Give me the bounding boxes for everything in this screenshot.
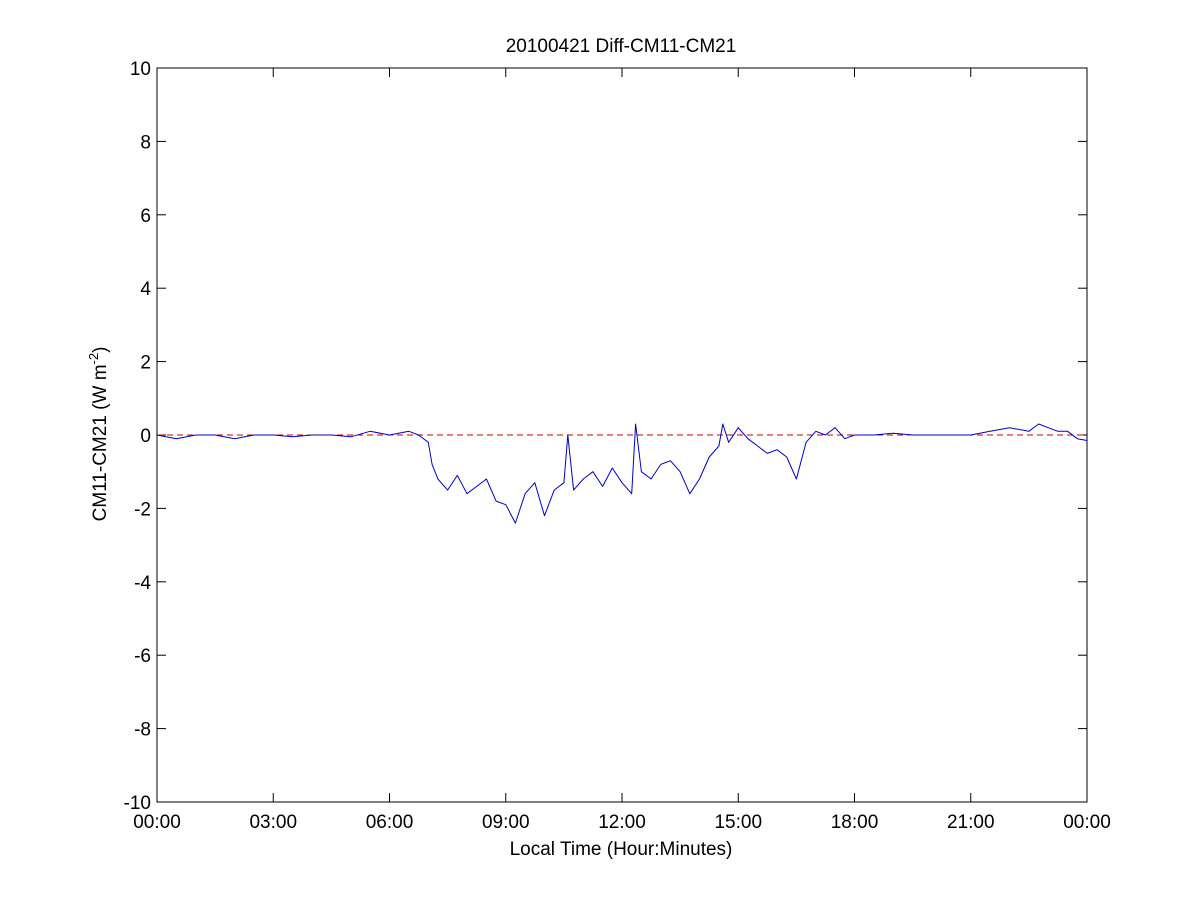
x-tick-label: 15:00 (714, 812, 762, 833)
x-tick-label: 18:00 (831, 812, 879, 833)
x-tick-label: 12:00 (598, 812, 646, 833)
y-tick-label: 4 (140, 279, 151, 300)
y-tick-label: 8 (140, 132, 151, 153)
y-tick-label: -4 (134, 573, 151, 594)
y-tick-label: 2 (140, 353, 151, 374)
x-tick-label: 00:00 (1063, 812, 1111, 833)
y-axis-label-suffix: ) (90, 347, 111, 353)
y-tick-label: 0 (140, 426, 151, 447)
x-tick-label: 03:00 (249, 812, 297, 833)
y-tick-label: -10 (124, 793, 151, 814)
y-tick-label: -6 (134, 646, 151, 667)
x-tick-label: 00:00 (133, 812, 181, 833)
y-tick-label: -2 (134, 499, 151, 520)
x-tick-label: 06:00 (366, 812, 414, 833)
series-layer (156, 423, 1088, 524)
series-line (156, 423, 1088, 524)
chart-title: 20100421 Diff-CM11-CM21 (506, 36, 737, 57)
y-tick-label: 10 (130, 59, 151, 80)
x-tick-label: 09:00 (482, 812, 530, 833)
tick-labels: 00:00 03:00 06:00 09:00 12:00 15:00 18:00 21:00… (124, 59, 1111, 833)
y-axis-label-superscript: -2 (86, 353, 101, 365)
x-axis-label: Local Time (Hour:Minutes) (510, 839, 733, 860)
y-axis-label-text: CM11-CM21 (W m (90, 364, 111, 521)
x-tick-label: 21:00 (947, 812, 995, 833)
axis-ticks (156, 67, 1088, 803)
y-tick-label: 6 (140, 206, 151, 227)
y-axis-label: CM11-CM21 (W m-2) (86, 347, 111, 522)
y-tick-label: -8 (134, 720, 151, 741)
